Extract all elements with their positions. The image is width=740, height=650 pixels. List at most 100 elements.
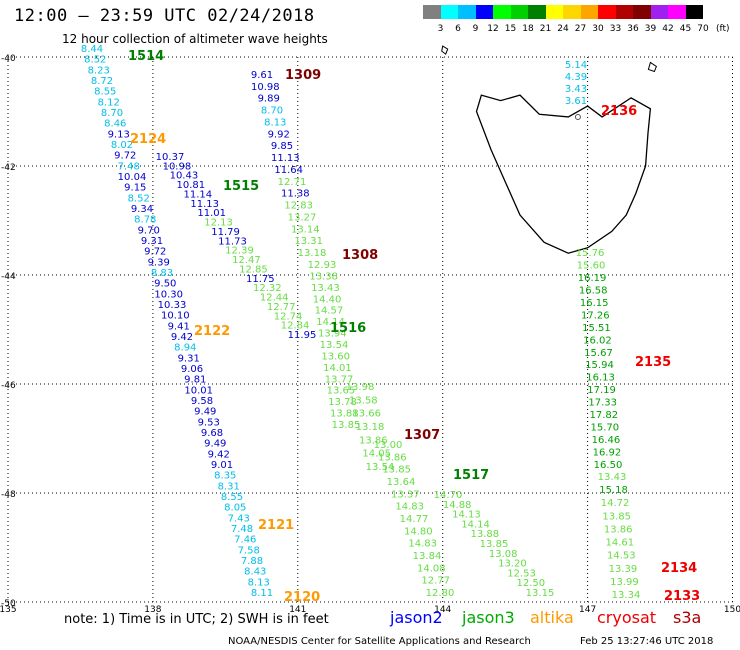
wave-height-value: 11.14: [183, 190, 212, 201]
scale-label: 39: [644, 24, 657, 34]
wave-height-value: 13.85: [480, 539, 509, 550]
lon-tick-label: 144: [434, 605, 451, 615]
scale-label: 27: [574, 24, 587, 34]
wave-height-value: 8.70: [261, 106, 283, 117]
pass-number-label: 2120: [284, 590, 320, 605]
wave-height-value: 11.38: [281, 189, 310, 200]
wave-height-value: 8.52: [84, 55, 106, 66]
wave-height-value: 13.77: [325, 374, 354, 385]
legend-s3a: s3a: [673, 608, 702, 627]
wave-height-value: 13.14: [291, 224, 320, 235]
pass-number-label: 2133: [664, 589, 700, 604]
scale-swatch: [668, 5, 686, 19]
pass-number-label: 2124: [130, 132, 166, 147]
wave-height-value: 13.78: [328, 397, 357, 408]
wave-height-value: 16.92: [593, 448, 622, 459]
wave-height-value: 9.41: [168, 321, 190, 332]
wave-height-value: 9.39: [148, 257, 170, 268]
wave-height-value: 9.31: [178, 353, 200, 364]
wave-height-value: 4.39: [565, 72, 587, 83]
wave-height-value: 13.15: [526, 588, 555, 599]
wave-height-value: 12.84: [281, 321, 310, 332]
scale-label: 6: [455, 24, 461, 34]
wave-height-value: 7.88: [241, 556, 263, 567]
wave-height-value: 13.58: [349, 395, 378, 406]
wave-height-value: 16.15: [580, 298, 609, 309]
wave-height-value: 16.58: [579, 285, 608, 296]
lon-tick-label: 147: [579, 605, 596, 615]
wave-height-value: 14.53: [607, 551, 636, 562]
wave-height-value: 15.67: [584, 348, 613, 359]
wave-height-value: 13.43: [311, 283, 340, 294]
wave-height-value: 8.43: [244, 567, 266, 578]
wave-height-value: 8.13: [248, 577, 270, 588]
credit-text: NOAA/NESDIS Center for Satellite Applica…: [228, 636, 531, 647]
wave-height-value: 10.81: [176, 180, 205, 191]
wave-height-value: 9.72: [114, 151, 136, 162]
wave-height-value: 14.08: [417, 563, 446, 574]
wave-height-value: 14.13: [452, 510, 481, 521]
wave-height-value: 9.72: [144, 247, 166, 258]
scale-label: 12: [487, 24, 499, 34]
wave-height-value: 14.57: [315, 306, 344, 317]
scale-label: 45: [679, 24, 692, 34]
wave-height-value: 14.83: [395, 502, 424, 513]
wave-height-value: 15.76: [576, 248, 605, 259]
wave-height-value: 10.01: [184, 385, 213, 396]
wave-height-value: 9.15: [124, 183, 146, 194]
scale-label: 70: [697, 24, 709, 34]
scale-swatch: [528, 5, 546, 19]
wave-height-value: 8.23: [88, 65, 110, 76]
wave-height-value: 8.05: [224, 503, 246, 514]
pass-number-label: 2122: [194, 324, 230, 339]
wave-height-value: 17.82: [589, 410, 618, 421]
legend-altika: altika: [530, 608, 574, 627]
wave-height-value: 16.50: [594, 460, 623, 471]
wave-height-value: 12.71: [278, 177, 307, 188]
wave-height-value: 10.10: [161, 311, 190, 322]
wave-height-value: 14.77: [400, 514, 429, 525]
wave-height-value: 9.31: [141, 236, 163, 247]
pass-number-label: 1307: [404, 428, 440, 443]
wave-height-value: 13.20: [498, 559, 527, 570]
lat-tick-label: -48: [1, 490, 16, 500]
scale-label: 21: [539, 24, 552, 34]
wave-height-value: 13.27: [288, 212, 317, 223]
wave-height-value: 11.13: [190, 199, 219, 210]
scale-label: 18: [522, 24, 534, 34]
wave-height-value: 8.83: [151, 268, 173, 279]
wave-height-value: 12.85: [239, 264, 268, 275]
wave-height-value: 16.46: [592, 435, 621, 446]
wave-height-value: 7.48: [231, 524, 253, 535]
wave-height-value: 10.30: [154, 289, 183, 300]
wave-height-value: 14.40: [313, 294, 342, 305]
wave-height-value: 14.80: [404, 526, 433, 537]
pass-number-label: 1515: [223, 179, 259, 194]
wave-height-value: 11.13: [271, 153, 300, 164]
wave-height-value: 9.85: [271, 141, 293, 152]
wave-height-value: 13.65: [327, 386, 356, 397]
pass-number-label: 2121: [258, 518, 294, 533]
scale-swatch: [545, 5, 563, 19]
lon-tick-label: 135: [0, 605, 17, 615]
wave-height-value: 12.13: [204, 218, 233, 229]
wave-height-value: 14.88: [443, 500, 472, 511]
wave-height-value: 16.02: [583, 335, 612, 346]
wave-height-value: 13.18: [356, 422, 385, 433]
lon-tick-label: 150: [724, 605, 740, 615]
pass-number-label: 2136: [601, 104, 637, 119]
wave-height-value: 14.05: [362, 449, 391, 460]
wave-height-value: 9.34: [131, 204, 153, 215]
tasmania-coastline: [475, 94, 652, 254]
wave-height-value: 12.32: [253, 283, 282, 294]
wave-height-value: 8.94: [174, 343, 196, 354]
scale-label: 30: [592, 24, 604, 34]
scale-swatch: [633, 5, 651, 19]
wave-height-value: 17.19: [587, 385, 616, 396]
legend-jason3: jason3: [462, 608, 515, 627]
pass-number-label: 1514: [128, 49, 164, 64]
pass-number-label: 2134: [661, 561, 697, 576]
wave-height-value: 13.85: [602, 511, 631, 522]
pass-number-label: 1516: [330, 321, 366, 336]
